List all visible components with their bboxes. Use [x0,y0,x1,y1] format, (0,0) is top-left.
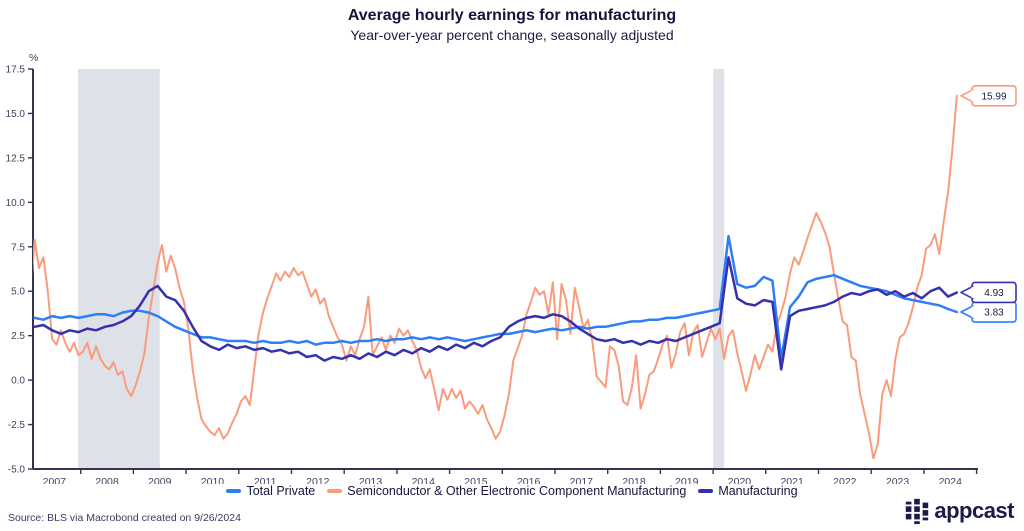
svg-text:2009: 2009 [148,476,172,484]
svg-text:2007: 2007 [43,476,67,484]
series-line-semiconductor-other-electronic-component-manufacturing [33,94,958,460]
legend-label-total-private: Total Private [246,484,316,498]
y-axis-ticks: 17.5 15.0 12.5 10.0 7.5 5.0 2.5 0.0 -2.5 -5.0 [6,65,33,476]
series-line-total-private [33,234,959,361]
legend-label-manufacturing: Manufacturing [718,484,798,498]
series-line-manufacturing [33,256,959,371]
svg-text:4.93: 4.93 [984,288,1004,299]
legend: Total Private Semiconductor & Other Elect… [0,484,1024,498]
chart-subtitle: Year-over-year percent change, seasonall… [350,27,674,43]
legend-dash-manufacturing [698,489,714,493]
legend-dash-semiconductor-other-electronic-component-manufacturing [327,489,343,493]
series-lines [33,94,959,460]
end-value-callout-manufacturing: 4.93 [960,281,1017,304]
end-value-callout-total-private: 3.83 [960,301,1017,323]
svg-text:2015: 2015 [464,476,488,484]
legend-label-semiconductor-other-electronic-component-manufacturing: Semiconductor & Other Electronic Compone… [347,484,687,498]
svg-text:2023: 2023 [886,476,910,484]
appcast-logo-text: appcast [934,498,1014,523]
svg-text:2017: 2017 [570,476,594,484]
svg-text:2012: 2012 [306,476,330,484]
svg-text:2020: 2020 [728,476,752,484]
svg-text:7.5: 7.5 [11,242,25,253]
svg-text:-5.0: -5.0 [8,465,26,476]
svg-text:2.5: 2.5 [11,331,25,342]
svg-text:12.5: 12.5 [6,153,26,164]
legend-item-semiconductor-other-electronic-component-manufacturing: Semiconductor & Other Electronic Compone… [327,484,686,498]
svg-text:-2.5: -2.5 [8,420,26,431]
legend-dash-total-private [226,489,242,493]
svg-text:15.99: 15.99 [981,91,1006,102]
svg-text:5.0: 5.0 [11,287,25,298]
svg-text:0.0: 0.0 [11,376,25,387]
svg-text:2016: 2016 [517,476,541,484]
svg-text:2014: 2014 [412,476,436,484]
end-value-callouts: 3.83 15.99 4.93 [960,85,1017,323]
svg-text:2010: 2010 [201,476,225,484]
chart-canvas: 17.5 15.0 12.5 10.0 7.5 5.0 2.5 0.0 -2.5 -5.0% 200… [6,52,1017,484]
svg-text:2008: 2008 [95,476,119,484]
svg-text:15.0: 15.0 [6,109,26,120]
appcast-logo: appcast [905,497,1014,525]
svg-text:2018: 2018 [622,476,646,484]
appcast-logo-mark [906,498,929,525]
source-note: Source: BLS via Macrobond created on 9/2… [8,512,241,524]
svg-text:17.5: 17.5 [6,65,26,76]
legend-item-total-private: Total Private [226,484,315,498]
svg-text:2013: 2013 [359,476,383,484]
svg-text:2024: 2024 [939,476,963,484]
svg-text:2021: 2021 [780,476,804,484]
svg-text:2011: 2011 [254,476,277,484]
chart-title: Average hourly earnings for manufacturin… [347,7,677,24]
legend-item-manufacturing: Manufacturing [698,484,798,498]
x-axis-ticks: 2007 2008 2009 2010 2011 2012 2013 2014 2015 2016… [43,469,978,484]
title-block: Average hourly earnings for manufacturin… [0,6,1024,45]
svg-text:2019: 2019 [675,476,699,484]
svg-text:2022: 2022 [833,476,857,484]
y-axis-unit: % [29,52,38,64]
svg-text:10.0: 10.0 [6,198,26,209]
recession-bands [78,69,725,469]
svg-text:3.83: 3.83 [984,308,1004,319]
end-value-callout-semiconductor-other-electronic-component-manufacturing: 15.99 [960,85,1017,107]
